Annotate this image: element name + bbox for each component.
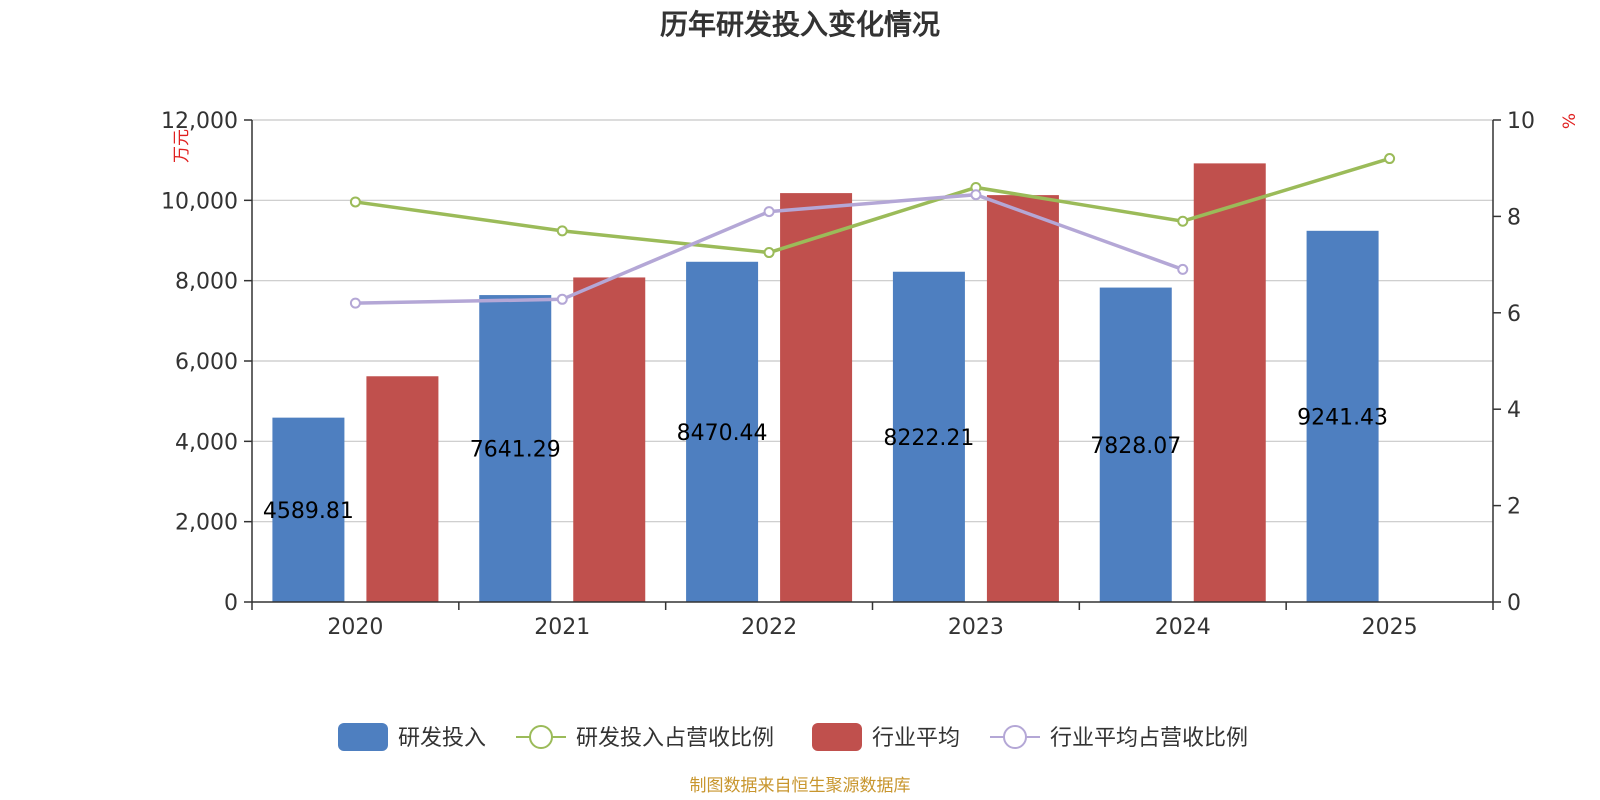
right-tick-label: 10 (1507, 109, 1535, 134)
bar-value-label: 7641.29 (470, 438, 561, 463)
right-tick-label: 6 (1507, 302, 1521, 327)
legend-label: 研发投入占营收比例 (576, 726, 774, 751)
legend-swatch-marker (529, 725, 553, 749)
line-rd-ratio (355, 156, 1391, 255)
data-labels: 4589.81 7641.29 8470.44 8222.21 7828.07 9241.… (263, 405, 1388, 523)
left-tick-label: 4,000 (175, 430, 238, 455)
left-tick-label: 2,000 (175, 511, 238, 536)
left-tick-label: 12,000 (161, 109, 238, 134)
right-tick-label: 2 (1507, 495, 1521, 520)
x-tick-label: 2022 (741, 615, 797, 640)
right-axis-unit: % (1560, 113, 1580, 129)
bar-rd-investment (686, 261, 759, 602)
axes: 0 2,000 4,000 6,000 8,000 10,000 12,000 0 2 4 6 8 10… (161, 109, 1535, 640)
bar-rd-investment (479, 295, 552, 602)
left-tick-label: 6,000 (175, 350, 238, 375)
point-industry-ratio (349, 297, 361, 309)
right-tick-label: 4 (1507, 398, 1521, 423)
left-tick-label: 10,000 (161, 189, 238, 214)
bar-rd-investment (1099, 287, 1172, 602)
bar-industry-average (780, 193, 853, 602)
legend: 研发投入 研发投入占营收比例 行业平均 行业平均占营收比例 (338, 723, 1248, 751)
bar-rd-investment (892, 271, 965, 602)
right-tick-label: 0 (1507, 591, 1521, 616)
x-tick-label: 2024 (1155, 615, 1211, 640)
bar-value-label: 9241.43 (1297, 405, 1388, 430)
bar-industry-average (573, 277, 646, 602)
legend-swatch-bar (338, 723, 388, 751)
chart-title: 历年研发投入变化情况 (660, 8, 940, 41)
bar-industry-average (1193, 163, 1266, 602)
bar-value-label: 8222.21 (883, 426, 974, 451)
point-rd-ratio (1177, 215, 1189, 227)
x-tick-label: 2023 (948, 615, 1004, 640)
bar-value-label: 7828.07 (1090, 434, 1181, 459)
bar-industry-average (366, 376, 439, 602)
bar-industry-average (986, 195, 1059, 602)
left-axis-unit: 万元 (172, 129, 192, 163)
point-industry-ratio (1177, 263, 1189, 275)
point-industry-ratio (763, 206, 775, 218)
left-tick-label: 8,000 (175, 270, 238, 295)
legend-label: 行业平均 (872, 726, 960, 751)
source-note: 制图数据来自恒生聚源数据库 (690, 776, 911, 796)
left-tick-label: 0 (224, 591, 238, 616)
bars (272, 163, 1379, 603)
legend-label: 行业平均占营收比例 (1050, 726, 1248, 751)
ratio-lines (349, 153, 1396, 309)
point-rd-ratio (1384, 153, 1396, 165)
x-tick-label: 2021 (534, 615, 590, 640)
point-industry-ratio (556, 293, 568, 305)
bar-value-label: 8470.44 (677, 421, 768, 446)
grid-lines (252, 119, 1493, 523)
bar-value-label: 4589.81 (263, 499, 354, 524)
legend-swatch-bar (812, 723, 862, 751)
x-tick-label: 2025 (1362, 615, 1418, 640)
point-rd-ratio (763, 247, 775, 259)
right-tick-label: 8 (1507, 205, 1521, 230)
bar-rd-investment (1306, 230, 1379, 603)
point-rd-ratio (556, 225, 568, 237)
point-rd-ratio (349, 196, 361, 208)
point-industry-ratio (970, 189, 982, 201)
legend-swatch-marker (1003, 725, 1027, 749)
bar-rd-investment (272, 417, 345, 602)
legend-label: 研发投入 (398, 726, 486, 751)
x-tick-label: 2020 (327, 615, 383, 640)
